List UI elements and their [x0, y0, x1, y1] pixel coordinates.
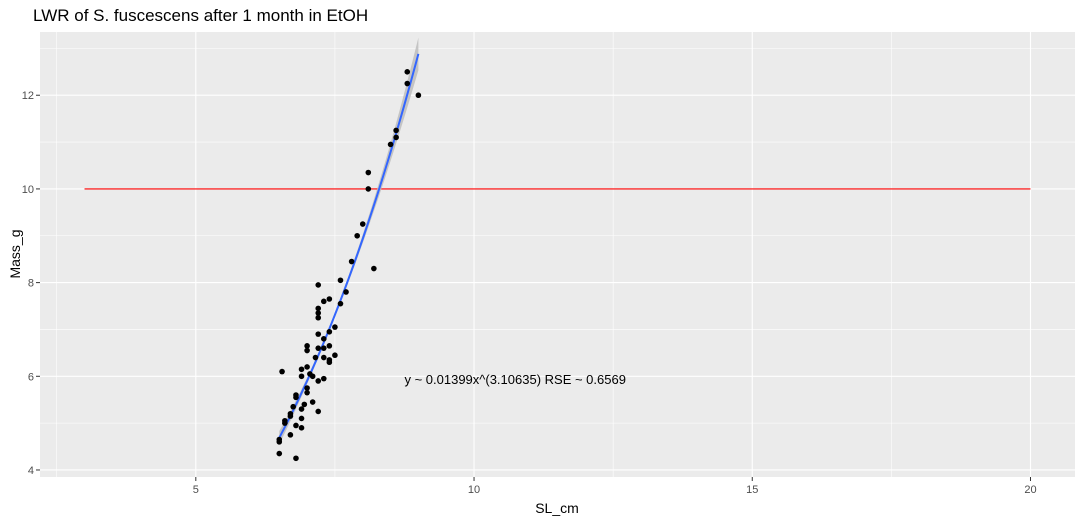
data-point — [393, 127, 399, 134]
data-point — [298, 366, 305, 373]
data-point — [326, 343, 333, 349]
data-point — [337, 277, 344, 284]
data-point — [315, 331, 322, 337]
axis-ticks: 5 10 15 20 4 6 8 10 12 — [22, 90, 1037, 496]
data-point — [304, 364, 310, 370]
data-point — [348, 258, 355, 265]
y-tick-label: 6 — [28, 371, 34, 383]
data-point — [415, 92, 422, 99]
data-point — [404, 80, 411, 87]
data-point — [365, 186, 372, 192]
data-point — [290, 403, 296, 410]
data-point — [315, 314, 322, 321]
data-point — [320, 336, 327, 342]
data-point — [315, 305, 322, 312]
data-point — [332, 324, 338, 330]
data-point — [282, 417, 288, 424]
data-point — [298, 415, 305, 422]
data-point — [304, 389, 310, 396]
data-point — [309, 399, 316, 405]
data-point — [404, 69, 411, 75]
y-tick-label: 4 — [28, 465, 34, 477]
data-point — [301, 401, 308, 408]
chart-title: LWR of S. fuscescens after 1 month in Et… — [33, 6, 368, 25]
data-point — [298, 373, 305, 380]
data-point — [326, 357, 333, 363]
data-point — [371, 265, 377, 272]
data-point — [304, 385, 310, 391]
data-point — [287, 410, 294, 417]
equation-annotation: y ~ 0.01399x^(3.10635) RSE ~ 0.6569 — [404, 372, 625, 387]
data-point — [304, 347, 310, 354]
x-tick-label: 15 — [746, 484, 758, 496]
data-point — [326, 328, 333, 335]
data-point — [365, 169, 372, 176]
data-point — [287, 432, 294, 438]
data-point — [312, 354, 319, 361]
y-axis-title: Mass_g — [7, 229, 23, 278]
x-tick-label: 5 — [193, 484, 199, 496]
x-axis-title: SL_cm — [535, 500, 579, 516]
x-tick-label: 10 — [468, 484, 480, 496]
data-point — [359, 221, 366, 227]
data-point — [315, 282, 322, 288]
data-point — [343, 289, 349, 295]
data-point — [326, 296, 333, 302]
data-point — [304, 343, 310, 349]
data-point — [315, 310, 322, 316]
data-point — [293, 422, 299, 429]
data-point — [315, 345, 322, 351]
data-point — [293, 455, 299, 462]
data-point — [320, 298, 327, 305]
data-point — [320, 375, 327, 382]
data-point — [332, 352, 338, 359]
plot-panel — [40, 32, 1075, 477]
data-point — [320, 345, 327, 351]
data-point — [354, 232, 360, 239]
data-point — [276, 450, 283, 457]
data-point — [315, 408, 322, 415]
data-point — [293, 392, 299, 398]
data-point — [298, 425, 305, 431]
data-point — [393, 134, 399, 141]
data-points — [276, 69, 422, 462]
data-point — [279, 368, 285, 375]
minor-gridlines — [40, 32, 1075, 477]
data-point — [387, 141, 394, 148]
y-tick-label: 12 — [22, 90, 34, 102]
x-tick-label: 20 — [1024, 484, 1036, 496]
data-point — [298, 406, 305, 412]
y-tick-label: 10 — [22, 184, 34, 196]
data-point — [309, 373, 316, 380]
y-tick-label: 8 — [28, 278, 34, 290]
data-point — [315, 378, 322, 384]
data-point — [276, 436, 283, 443]
data-point — [320, 354, 327, 361]
data-point — [337, 300, 344, 307]
